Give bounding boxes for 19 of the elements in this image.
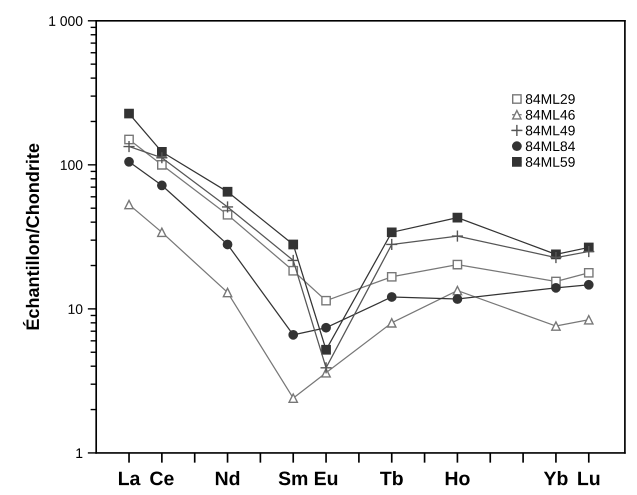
x-tick-label: Ce xyxy=(150,471,174,486)
legend-label: 84ML49 xyxy=(526,126,575,136)
x-tick-label: Tb xyxy=(380,470,403,486)
x-tick-label: Lu xyxy=(578,472,600,486)
x-tick-label: Ho xyxy=(446,472,470,486)
legend-label: 84ML59 xyxy=(526,157,575,167)
y-tick-label: 1 xyxy=(76,448,82,458)
x-tick-label: La xyxy=(118,472,140,486)
y-tick-label: 10 xyxy=(68,304,82,314)
x-tick-label: Eu xyxy=(314,472,338,486)
legend-label: 84ML29 xyxy=(526,94,575,104)
y-tick-label: 100 xyxy=(60,160,82,170)
legend-label: 84ML84 xyxy=(526,141,575,152)
x-tick-label: Nd xyxy=(216,470,240,486)
y-tick-label: 1 000 xyxy=(49,16,82,26)
x-tick-label: Yb xyxy=(544,470,568,486)
legend-label: 84ML46 xyxy=(526,110,575,120)
y-axis-title: Échantillon/Chondrite xyxy=(22,144,40,330)
x-tick-label: Sm xyxy=(278,471,308,486)
